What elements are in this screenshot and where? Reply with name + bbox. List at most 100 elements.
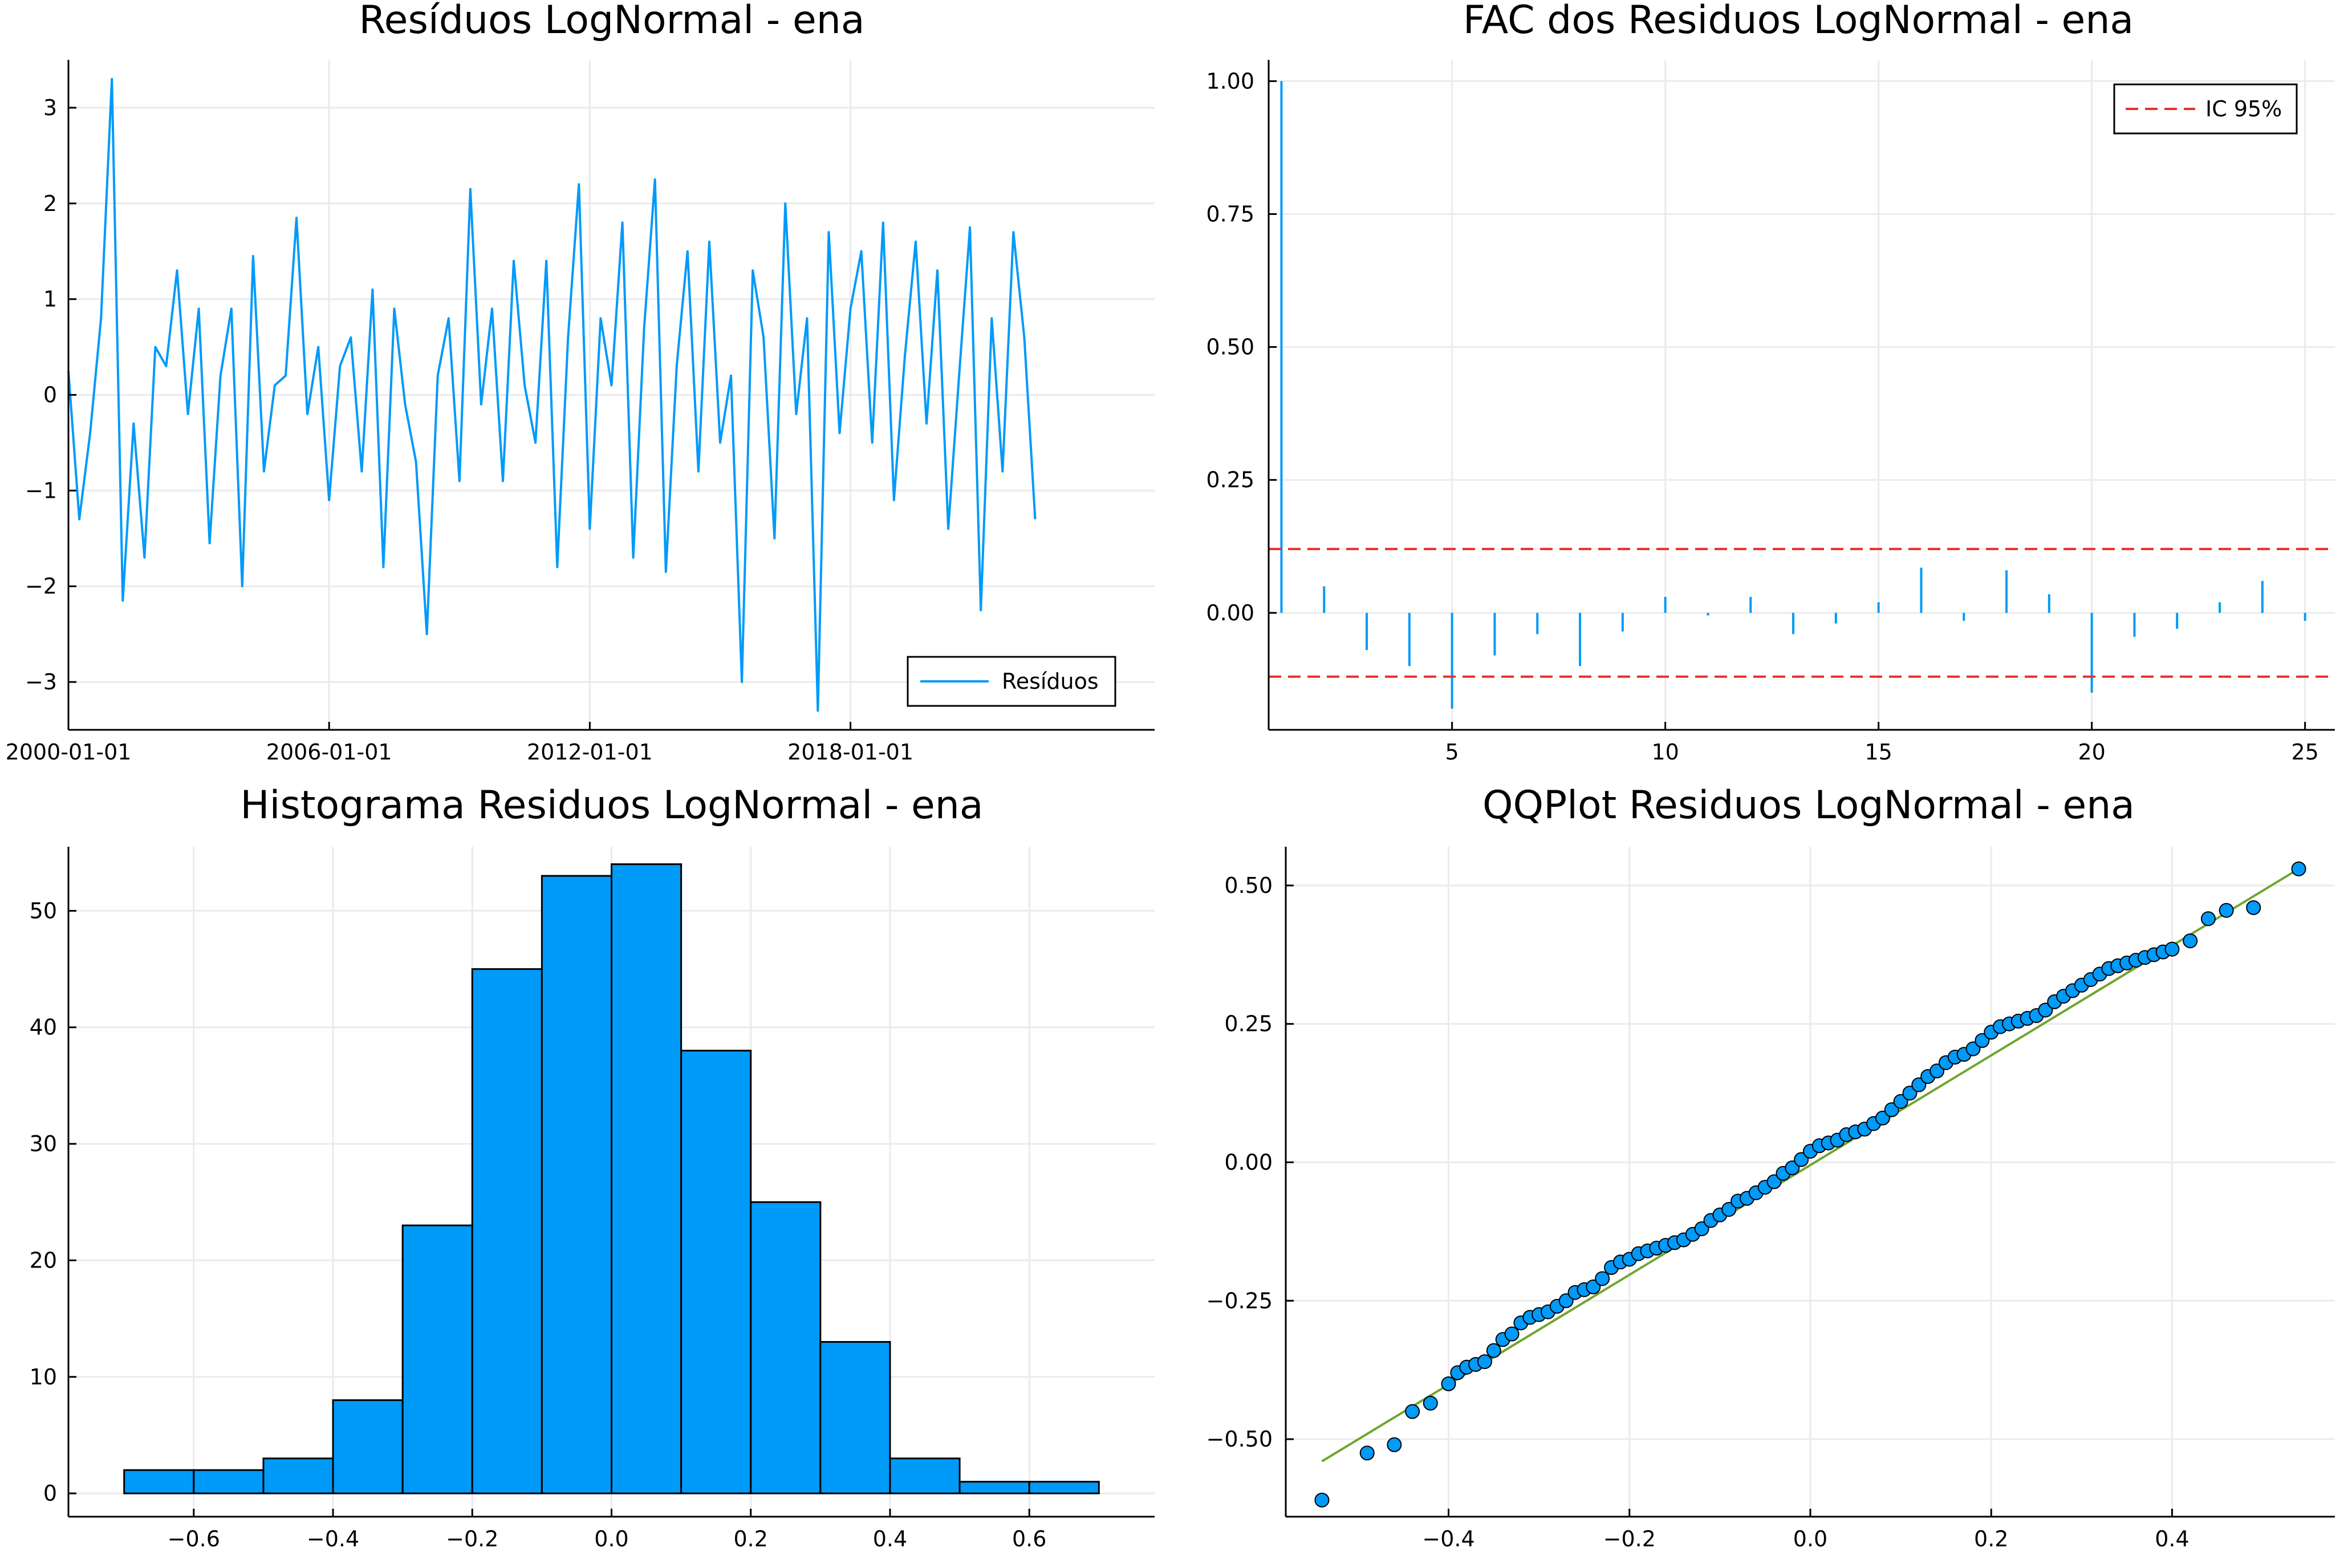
residuals-axes xyxy=(67,60,1155,731)
qqplot-xtick-label-3: 0.2 xyxy=(1974,1526,2008,1551)
qqplot-point-21 xyxy=(1586,1279,1601,1295)
qqplot-axes xyxy=(1285,847,2335,1518)
qqplot-point-0 xyxy=(1314,1492,1330,1508)
acf-ytick-label-0: 1.00 xyxy=(1206,68,1254,94)
histogram-ytick-label-4: 10 xyxy=(30,1364,57,1390)
histogram-ytick-label-0: 50 xyxy=(30,898,57,923)
histogram-xtick-label-6: 0.6 xyxy=(1012,1526,1046,1551)
histogram-ticks: −0.6 −0.4 −0.2 0.0 0.2 0.4 0.6 50 40 30 20 10 0 xyxy=(30,898,1047,1551)
qqplot-point-22 xyxy=(1595,1271,1610,1286)
histogram-ytick-label-5: 0 xyxy=(43,1481,57,1506)
histogram-xtick-label-1: −0.4 xyxy=(307,1526,359,1551)
qqplot-xtick-label-0: −0.4 xyxy=(1422,1526,1474,1551)
histogram-xtick-label-5: 0.4 xyxy=(873,1526,907,1551)
qqplot-point-55 xyxy=(1893,1094,1908,1109)
qqplot-point-88 xyxy=(2219,903,2234,918)
qqplot-point-90 xyxy=(2291,861,2306,876)
histogram-axes xyxy=(67,847,1155,1518)
qqplot-point-18 xyxy=(1558,1293,1574,1309)
histogram-xtick-label-3: 0.0 xyxy=(594,1526,628,1551)
qqplot-xtick-label-1: −0.2 xyxy=(1603,1526,1656,1551)
qqplot-panel: QQPlot Residuos LogNormal - ena −0.4 −0.2… xyxy=(1207,783,2335,1551)
acf-xtick-label-4: 25 xyxy=(2291,740,2318,765)
qqplot-point-86 xyxy=(2183,933,2198,949)
residuals-legend: Resíduos xyxy=(907,656,1116,707)
histogram-title: Histograma Residuos LogNormal - ena xyxy=(240,783,983,828)
histogram-bar-12 xyxy=(958,1481,1030,1494)
acf-legend-box xyxy=(2113,83,2298,135)
residuals-series-line xyxy=(67,78,1037,712)
histogram-bar-10 xyxy=(819,1340,891,1494)
qqplot-ytick-label-3: −0.25 xyxy=(1207,1288,1273,1313)
qqplot-point-71 xyxy=(2038,1002,2053,1018)
qqplot-point-57 xyxy=(1911,1077,1927,1092)
acf-ytick-label-4: 0.00 xyxy=(1206,600,1254,625)
qqplot-point-12 xyxy=(1504,1326,1520,1342)
acf-ytick-label-3: 0.25 xyxy=(1206,468,1254,493)
acf-legend: IC 95% xyxy=(2113,83,2298,135)
qqplot-point-10 xyxy=(1486,1343,1501,1358)
qqplot-marks xyxy=(1314,861,2306,1508)
qqplot-xtick-label-4: 0.4 xyxy=(2155,1526,2189,1551)
residuals-marks xyxy=(67,78,1037,712)
residuals-ytick-label-1: 2 xyxy=(43,191,57,216)
acf-legend-label: IC 95% xyxy=(2205,96,2282,121)
residuals-legend-label: Resíduos xyxy=(1002,669,1099,694)
histogram-bar-1 xyxy=(193,1469,265,1494)
qqplot-ytick-label-2: 0.00 xyxy=(1224,1150,1273,1175)
histogram-bar-2 xyxy=(262,1457,334,1494)
histogram-bar-3 xyxy=(332,1399,404,1494)
residuals-ytick-label-0: 3 xyxy=(43,95,57,120)
qqplot-point-87 xyxy=(2200,911,2216,927)
qqplot-ytick-label-4: −0.50 xyxy=(1207,1427,1273,1452)
histogram-marks xyxy=(123,863,1100,1494)
residuals-ytick-label-2: 1 xyxy=(43,287,57,312)
histogram-bar-9 xyxy=(750,1201,822,1494)
acf-panel: FAC dos Residuos LogNormal - ena 5 10 15 20… xyxy=(1206,0,2335,765)
acf-marks xyxy=(1269,81,2335,709)
qqplot-xtick-label-2: 0.0 xyxy=(1793,1526,1827,1551)
qqplot-point-5 xyxy=(1441,1376,1456,1391)
qqplot-point-3 xyxy=(1405,1404,1420,1419)
residuals-panel: Resíduos LogNormal - ena 2000-01-01 2006-… xyxy=(6,0,1155,765)
histogram-bar-11 xyxy=(889,1457,961,1494)
qqplot-point-59 xyxy=(1929,1063,1945,1079)
qqplot-grid xyxy=(1286,847,2335,1517)
residuals-ytick-label-3: 0 xyxy=(43,383,57,408)
acf-xtick-label-2: 15 xyxy=(1864,740,1892,765)
histogram-xtick-label-2: −0.2 xyxy=(446,1526,498,1551)
acf-title: FAC dos Residuos LogNormal - ena xyxy=(1463,0,2134,43)
qqplot-ytick-label-0: 0.50 xyxy=(1224,873,1273,898)
acf-ticks: 5 10 15 20 25 1.00 0.75 0.50 0.25 0.00 xyxy=(1206,68,2318,765)
qqplot-title: QQPlot Residuos LogNormal - ena xyxy=(1482,783,2135,828)
qqplot-point-89 xyxy=(2246,900,2261,915)
qqplot-point-41 xyxy=(1766,1174,1782,1189)
histogram-ytick-label-2: 30 xyxy=(30,1131,57,1156)
residuals-xtick-label-0: 2000-01-01 xyxy=(6,740,132,765)
residuals-title: Resíduos LogNormal - ena xyxy=(359,0,864,43)
residuals-xtick-label-3: 2018-01-01 xyxy=(787,740,913,765)
qqplot-point-43 xyxy=(1785,1160,1800,1176)
histogram-bar-5 xyxy=(471,968,543,1494)
residuals-ytick-label-6: −3 xyxy=(25,669,57,694)
histogram-xtick-label-0: −0.6 xyxy=(168,1526,220,1551)
qqplot-point-64 xyxy=(1975,1033,1990,1048)
histogram-bar-7 xyxy=(611,863,683,1494)
residuals-ytick-label-4: −1 xyxy=(25,478,57,503)
qqplot-point-36 xyxy=(1721,1202,1737,1217)
qqplot-point-85 xyxy=(2164,941,2180,957)
qqplot-point-4 xyxy=(1423,1395,1438,1411)
acf-ytick-label-1: 0.75 xyxy=(1206,201,1254,226)
qqplot-ticks: −0.4 −0.2 0.0 0.2 0.4 0.50 0.25 0.00 −0.25 −0.50 xyxy=(1207,873,2189,1551)
acf-ytick-label-2: 0.50 xyxy=(1206,335,1254,360)
qqplot-point-33 xyxy=(1694,1221,1709,1237)
histogram-xtick-label-4: 0.2 xyxy=(734,1526,768,1551)
histogram-bar-13 xyxy=(1028,1481,1100,1494)
qqplot-point-2 xyxy=(1387,1437,1402,1452)
histogram-bar-4 xyxy=(401,1224,473,1494)
qqplot-point-1 xyxy=(1359,1445,1375,1461)
histogram-ytick-label-1: 40 xyxy=(30,1015,57,1040)
qqplot-point-56 xyxy=(1902,1086,1918,1101)
